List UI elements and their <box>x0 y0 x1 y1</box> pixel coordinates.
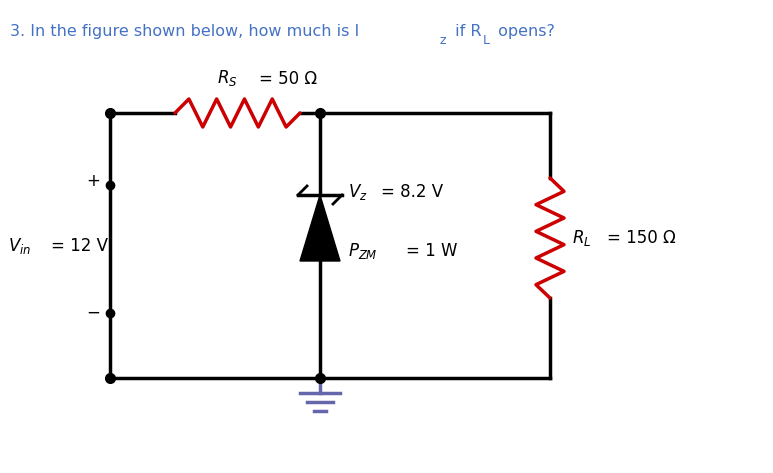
Text: +: + <box>86 172 100 190</box>
Text: $P_{ZM}$: $P_{ZM}$ <box>348 241 378 261</box>
Text: = 1 W: = 1 W <box>406 242 458 260</box>
Text: = 8.2 V: = 8.2 V <box>381 183 443 201</box>
Text: = 12 V: = 12 V <box>51 236 108 254</box>
Text: $V_{in}$: $V_{in}$ <box>8 236 31 255</box>
Text: z: z <box>440 34 447 46</box>
Text: opens?: opens? <box>493 24 555 38</box>
Text: −: − <box>86 304 100 322</box>
Text: $R_S$: $R_S$ <box>217 68 238 88</box>
Text: if R: if R <box>450 24 482 38</box>
Text: $V_z$: $V_z$ <box>348 182 368 202</box>
Text: $R_L$: $R_L$ <box>572 228 591 248</box>
Text: = 150 Ω: = 150 Ω <box>607 229 676 247</box>
Text: = 50 Ω: = 50 Ω <box>260 70 318 88</box>
Text: 3. In the figure shown below, how much is I: 3. In the figure shown below, how much i… <box>10 24 359 38</box>
Text: L: L <box>483 34 490 46</box>
Polygon shape <box>300 195 340 261</box>
